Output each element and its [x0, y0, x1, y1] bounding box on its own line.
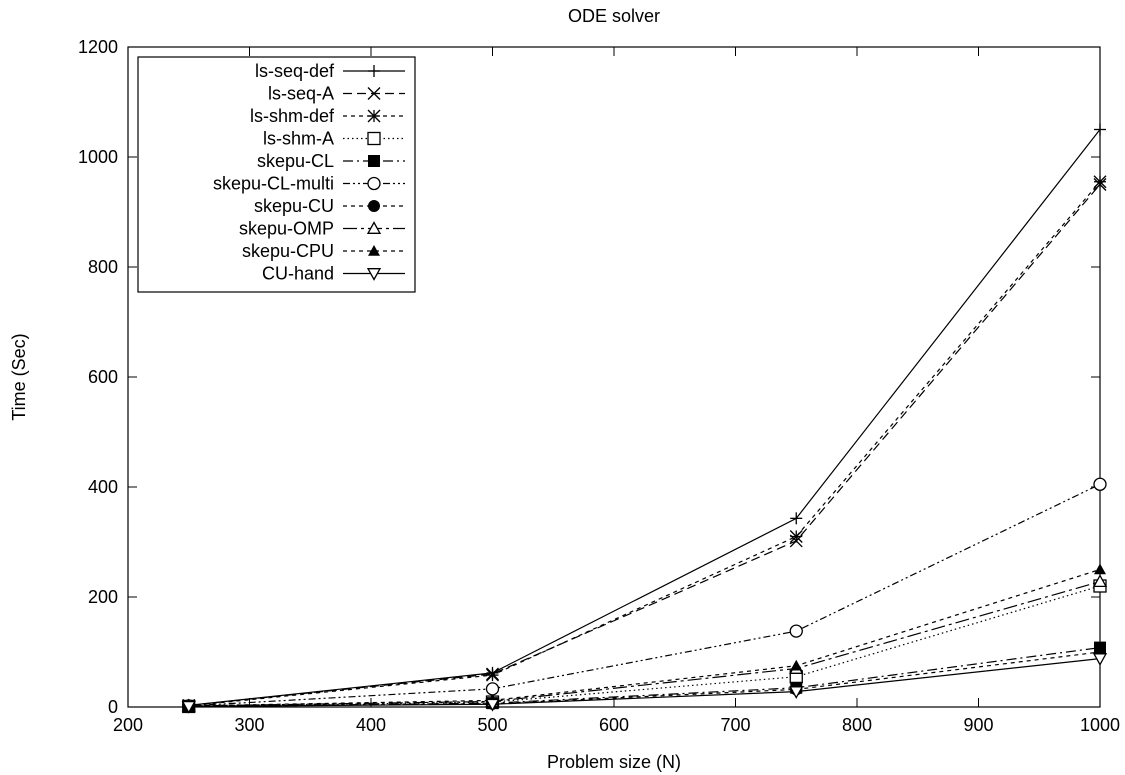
data-point-skepu-cl-multi — [485, 682, 500, 696]
x-tick-label: 1000 — [1080, 715, 1120, 735]
series-line-skepu-cl — [188, 647, 1101, 708]
y-tick-label: 0 — [108, 697, 118, 717]
legend-marker-skepu-omp — [366, 221, 382, 234]
chart-title: ODE solver — [568, 6, 660, 26]
y-tick-label: 600 — [88, 367, 118, 387]
data-point-ls-shm-def — [789, 530, 803, 543]
series-skepu-cpu — [182, 563, 1106, 711]
data-point-cu-hand — [181, 701, 196, 714]
data-point-cu-hand — [1092, 653, 1108, 666]
series-line-cu-hand — [188, 658, 1101, 708]
y-axis-title: Time (Sec) — [9, 333, 29, 420]
legend-label-ls-seq-def: ls-seq-def — [255, 61, 335, 81]
legend-marker-skepu-cu — [368, 200, 380, 212]
series-line-skepu-cl-multi — [188, 483, 1101, 707]
series-line-ls-seq-def — [188, 129, 1101, 706]
legend-marker-ls-seq-a — [367, 87, 381, 100]
legend-marker-skepu-cl-multi — [367, 176, 381, 191]
legend-marker-ls-seq-def — [368, 65, 380, 77]
series-line-ls-shm-a — [188, 585, 1101, 708]
x-tick-label: 200 — [113, 715, 143, 735]
legend-label-ls-seq-a: ls-seq-A — [268, 84, 334, 104]
legend-label-skepu-cl-multi: skepu-CL-multi — [213, 174, 334, 194]
x-tick-label: 300 — [234, 715, 264, 735]
legend-marker-cu-hand — [366, 268, 382, 281]
legend-label-ls-shm-def: ls-shm-def — [250, 106, 335, 126]
x-tick-label: 800 — [842, 715, 872, 735]
data-point-ls-shm-def — [486, 668, 499, 682]
x-tick-label: 900 — [963, 715, 993, 735]
series-line-skepu-omp — [188, 581, 1101, 707]
y-tick-label: 800 — [88, 257, 118, 277]
data-point-cu-hand — [789, 686, 804, 699]
legend-label-cu-hand: CU-hand — [262, 264, 334, 284]
x-axis-title: Problem size (N) — [547, 752, 681, 772]
data-point-skepu-cl-multi — [789, 624, 803, 638]
series-cu-hand — [181, 653, 1108, 714]
series-ls-shm-def — [182, 175, 1107, 713]
series-line-ls-shm-def — [188, 181, 1101, 707]
data-point-ls-seq-def — [790, 512, 803, 525]
x-tick-label: 500 — [477, 715, 507, 735]
series-line-skepu-cpu — [188, 568, 1101, 707]
series-line-skepu-cu — [188, 651, 1101, 708]
legend-label-skepu-cu: skepu-CU — [254, 196, 334, 216]
legend-marker-ls-shm-a — [367, 131, 381, 146]
axis-ticks: 200 300 400 500 600 700 800 900 1000020040060080… — [78, 37, 1120, 735]
data-point-cu-hand — [485, 698, 500, 712]
legend: ls-seq-defls-seq-Als-shm-defls-shm-Askep… — [137, 56, 416, 293]
legend-box — [137, 56, 416, 293]
legend-label-skepu-omp: skepu-OMP — [239, 219, 334, 239]
series-ls-shm-a — [182, 579, 1107, 714]
x-tick-label: 700 — [720, 715, 750, 735]
data-point-skepu-omp — [1092, 574, 1108, 588]
data-point-ls-seq-def — [1094, 123, 1106, 136]
y-tick-label: 400 — [88, 477, 118, 497]
x-tick-label: 600 — [599, 715, 629, 735]
legend-label-ls-shm-a: ls-shm-A — [263, 129, 334, 149]
y-tick-label: 1200 — [78, 37, 118, 57]
series-skepu-cl — [182, 641, 1106, 713]
data-point-ls-shm-def — [1093, 175, 1107, 189]
x-tick-label: 400 — [356, 715, 386, 735]
series-layer — [181, 123, 1108, 714]
data-point-skepu-cl-multi — [1093, 477, 1107, 491]
data-point-skepu-cpu — [1094, 563, 1106, 575]
legend-label-skepu-cpu: skepu-CPU — [242, 241, 334, 261]
series-line-ls-seq-a — [188, 184, 1101, 706]
y-tick-label: 200 — [88, 587, 118, 607]
data-point-skepu-cpu — [790, 659, 803, 671]
series-skepu-cu — [182, 646, 1106, 713]
legend-marker-ls-shm-def — [367, 109, 381, 123]
legend-marker-skepu-cl — [368, 155, 380, 167]
y-tick-label: 1000 — [78, 147, 118, 167]
legend-marker-skepu-cpu — [368, 245, 380, 256]
legend-label-skepu-cl: skepu-CL — [257, 151, 334, 171]
